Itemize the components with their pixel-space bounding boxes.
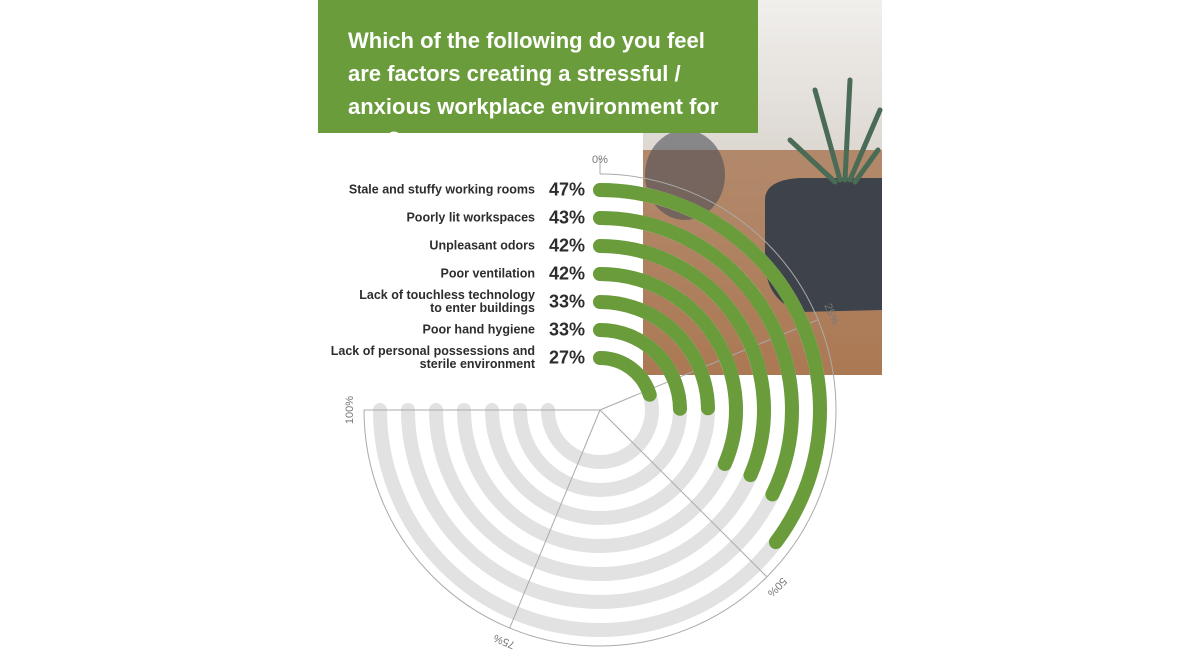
category-label: Poorly lit workspaces <box>406 210 535 225</box>
bar <box>593 351 657 402</box>
category-label: Poor ventilation <box>440 266 535 281</box>
bar <box>593 183 827 550</box>
bar <box>593 295 715 416</box>
value-label: 47% <box>548 179 585 200</box>
category-label: Lack of personal possessions and sterile… <box>330 344 535 371</box>
bar <box>593 239 771 483</box>
value-label: 42% <box>548 235 585 256</box>
tick-label: 0% <box>592 154 608 166</box>
category-label: Stale and stuffy working rooms <box>348 182 535 197</box>
value-label: 43% <box>548 207 585 228</box>
value-label: 42% <box>548 263 585 284</box>
tick-label: 50% <box>765 575 789 599</box>
category-label: Lack of touchless technology to enter bu… <box>359 288 535 315</box>
tick-label: 75% <box>492 631 517 650</box>
tick-label: 100% <box>344 396 356 424</box>
value-label: 27% <box>548 347 585 368</box>
bar <box>593 267 743 472</box>
category-label: Unpleasant odors <box>429 238 535 253</box>
bar <box>593 211 799 502</box>
tick-line <box>599 409 768 578</box>
chart-title: Which of the following do you feel are f… <box>318 0 758 152</box>
bar <box>593 323 687 416</box>
tick-line <box>509 409 601 629</box>
value-label: 33% <box>548 291 585 312</box>
category-label: Poor hand hygiene <box>422 322 535 337</box>
value-label: 33% <box>548 319 585 340</box>
